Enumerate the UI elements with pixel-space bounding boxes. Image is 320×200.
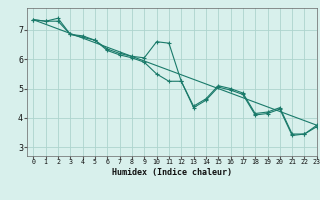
X-axis label: Humidex (Indice chaleur): Humidex (Indice chaleur)	[112, 168, 232, 177]
